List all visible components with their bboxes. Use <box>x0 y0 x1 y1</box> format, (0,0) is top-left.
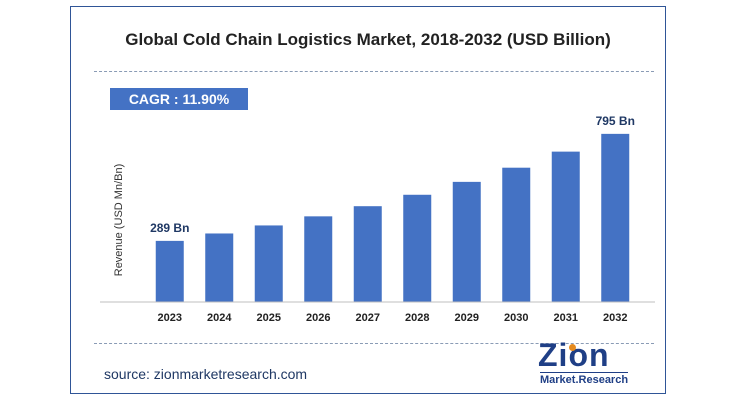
bar-2031 <box>551 151 580 302</box>
bar-2023 <box>155 240 184 302</box>
bar-2024 <box>205 233 234 302</box>
x-tick-label: 2027 <box>356 312 380 324</box>
bottom-divider <box>94 343 654 344</box>
y-axis-label: Revenue (USD Mn/Bn) <box>113 164 125 277</box>
bar-2028 <box>403 194 432 302</box>
logo-wordmark: Zion <box>538 337 610 373</box>
bar-2030 <box>502 167 531 302</box>
bar-2032 <box>601 133 630 302</box>
bar-2026 <box>304 216 333 302</box>
x-tick-label: 2023 <box>158 312 182 324</box>
x-tick-label: 2030 <box>504 312 528 324</box>
x-tick-label: 2028 <box>405 312 429 324</box>
x-tick-label: 2024 <box>207 312 232 324</box>
x-tick-label: 2025 <box>257 312 281 324</box>
data-label: 289 Bn <box>150 221 189 235</box>
x-tick-label: 2026 <box>306 312 330 324</box>
zion-logo: Zion Market.Research <box>538 337 629 390</box>
source-text: source: zionmarketresearch.com <box>104 366 308 382</box>
x-tick-label: 2031 <box>554 312 578 324</box>
data-label: 795 Bn <box>596 114 635 128</box>
bar-2025 <box>254 225 283 302</box>
logo-dot-icon <box>569 344 576 351</box>
bar-2029 <box>452 181 481 302</box>
top-divider <box>94 71 654 72</box>
x-tick-label: 2032 <box>603 312 627 324</box>
x-tick-label: 2029 <box>455 312 479 324</box>
chart-title: Global Cold Chain Logistics Market, 2018… <box>125 30 611 49</box>
cagr-badge: CAGR : 11.90% <box>110 88 248 110</box>
bar-2027 <box>353 206 382 302</box>
logo-subtitle: Market.Research <box>540 372 629 386</box>
